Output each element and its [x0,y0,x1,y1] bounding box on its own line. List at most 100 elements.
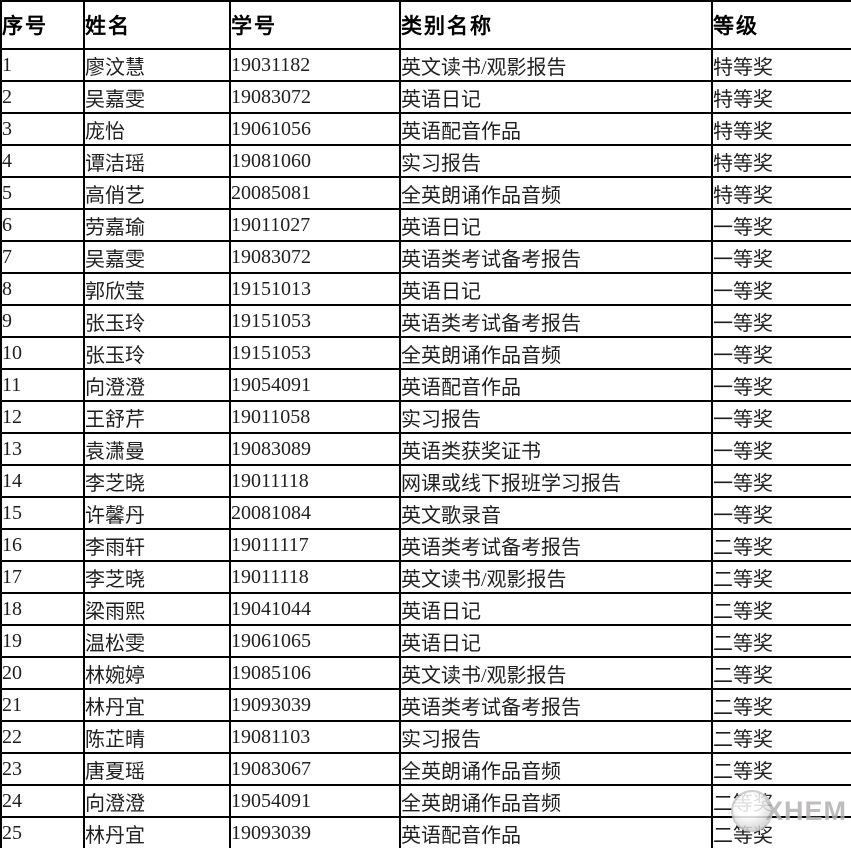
cell-index: 21 [0,688,85,722]
cell-student-id: 20081084 [229,496,401,530]
table-row: 20 林婉婷 19085106 英文读书/观影报告 二等奖 [0,656,851,690]
cell-name: 劳嘉瑜 [83,208,231,242]
cell-grade: 特等奖 [711,176,851,210]
cell-student-id: 19061056 [229,112,401,146]
cell-grade: 二等奖 [711,592,851,626]
header-grade: 等级 [711,0,851,50]
cell-student-id: 19083067 [229,752,401,786]
cell-index: 3 [0,112,85,146]
header-category: 类别名称 [399,0,713,50]
cell-name: 王舒芹 [83,400,231,434]
table-row: 8 郭欣莹 19151013 英语日记 一等奖 [0,272,851,306]
cell-student-id: 19054091 [229,784,401,818]
cell-grade: 特等奖 [711,48,851,82]
cell-grade: 一等奖 [711,496,851,530]
cell-name: 温松雯 [83,624,231,658]
table-row: 15 许馨丹 20081084 英文歌录音 一等奖 [0,496,851,530]
cell-index: 22 [0,720,85,754]
cell-name: 庞怡 [83,112,231,146]
cell-name: 陈芷晴 [83,720,231,754]
cell-category: 英语类考试备考报告 [399,304,713,338]
header-student-id: 学号 [229,0,401,50]
cell-name: 唐夏瑶 [83,752,231,786]
cell-grade: 二等奖 [711,560,851,594]
cell-student-id: 19011027 [229,208,401,242]
cell-index: 25 [0,816,85,848]
cell-category: 实习报告 [399,144,713,178]
cell-category: 英语日记 [399,272,713,306]
cell-name: 郭欣莹 [83,272,231,306]
cell-student-id: 19081103 [229,720,401,754]
table-row: 1 廖汶慧 19031182 英文读书/观影报告 特等奖 [0,48,851,82]
cell-grade: 二等奖 [711,624,851,658]
cell-student-id: 19031182 [229,48,401,82]
cell-student-id: 19041044 [229,592,401,626]
cell-name: 谭洁瑶 [83,144,231,178]
cell-index: 7 [0,240,85,274]
cell-grade: 二等奖 [711,752,851,786]
cell-name: 李芝晓 [83,464,231,498]
cell-index: 14 [0,464,85,498]
cell-student-id: 19083089 [229,432,401,466]
cell-grade: 一等奖 [711,240,851,274]
cell-student-id: 19151053 [229,336,401,370]
cell-name: 李芝晓 [83,560,231,594]
table-row: 12 王舒芹 19011058 实习报告 一等奖 [0,400,851,434]
cell-index: 17 [0,560,85,594]
cell-student-id: 19151053 [229,304,401,338]
cell-index: 24 [0,784,85,818]
cell-student-id: 19011118 [229,464,401,498]
cell-grade: 一等奖 [711,208,851,242]
table-row: 16 李雨轩 19011117 英语类考试备考报告 二等奖 [0,528,851,562]
cell-category: 实习报告 [399,400,713,434]
cell-student-id: 19061065 [229,624,401,658]
cell-index: 8 [0,272,85,306]
cell-name: 张玉玲 [83,336,231,370]
cell-grade: 一等奖 [711,272,851,306]
cell-grade: 一等奖 [711,368,851,402]
cell-student-id: 19054091 [229,368,401,402]
table-row: 6 劳嘉瑜 19011027 英语日记 一等奖 [0,208,851,242]
cell-category: 实习报告 [399,720,713,754]
table-row: 9 张玉玲 19151053 英语类考试备考报告 一等奖 [0,304,851,338]
cell-index: 18 [0,592,85,626]
cell-name: 林丹宜 [83,816,231,848]
cell-index: 19 [0,624,85,658]
cell-student-id: 19083072 [229,80,401,114]
cell-name: 李雨轩 [83,528,231,562]
cell-index: 10 [0,336,85,370]
cell-grade: 特等奖 [711,80,851,114]
cell-grade: 二等奖 [711,720,851,754]
table-row: 22 陈芷晴 19081103 实习报告 二等奖 [0,720,851,754]
table-row: 18 梁雨熙 19041044 英语日记 二等奖 [0,592,851,626]
cell-name: 袁潇曼 [83,432,231,466]
cell-category: 英语日记 [399,624,713,658]
cell-index: 5 [0,176,85,210]
table-row: 3 庞怡 19061056 英语配音作品 特等奖 [0,112,851,146]
cell-grade: 特等奖 [711,144,851,178]
cell-name: 向澄澄 [83,368,231,402]
cell-student-id: 19011118 [229,560,401,594]
cell-grade: 一等奖 [711,464,851,498]
cell-name: 林丹宜 [83,688,231,722]
cell-student-id: 19083072 [229,240,401,274]
cell-grade: 二等奖 [711,784,851,818]
table-row: 21 林丹宜 19093039 英语类考试备考报告 二等奖 [0,688,851,722]
cell-index: 1 [0,48,85,82]
cell-grade: 特等奖 [711,112,851,146]
cell-name: 许馨丹 [83,496,231,530]
cell-name: 梁雨熙 [83,592,231,626]
cell-name: 向澄澄 [83,784,231,818]
cell-student-id: 19085106 [229,656,401,690]
table-row: 2 吴嘉雯 19083072 英语日记 特等奖 [0,80,851,114]
cell-student-id: 19151013 [229,272,401,306]
cell-student-id: 19093039 [229,816,401,848]
table-row: 4 谭洁瑶 19081060 实习报告 特等奖 [0,144,851,178]
cell-category: 英语日记 [399,592,713,626]
cell-category: 英语配音作品 [399,816,713,848]
cell-index: 12 [0,400,85,434]
table-row: 13 袁潇曼 19083089 英语类获奖证书 一等奖 [0,432,851,466]
cell-category: 英语类考试备考报告 [399,528,713,562]
